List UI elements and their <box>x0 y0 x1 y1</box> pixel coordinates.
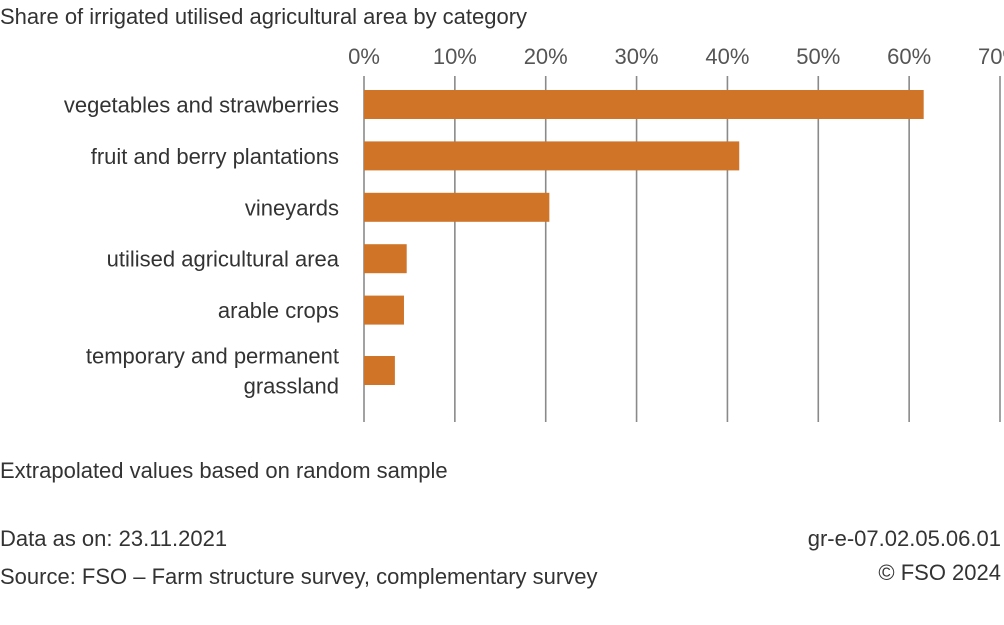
x-tick-label: 20% <box>524 44 568 69</box>
x-tick-label: 10% <box>433 44 477 69</box>
category-label: temporary and permanent grassland <box>86 344 339 399</box>
x-tick-label: 60% <box>887 44 931 69</box>
bar <box>364 192 550 222</box>
copyright: © FSO 2024 <box>878 560 1001 585</box>
category-label: vegetables and strawberries <box>64 93 339 118</box>
graphic-code: gr-e-07.02.05.06.01 <box>807 526 1001 551</box>
x-tick-label: 40% <box>705 44 749 69</box>
bar <box>364 244 407 274</box>
bars <box>364 90 924 385</box>
bar <box>364 295 404 325</box>
data-date: Data as on: 23.11.2021 <box>0 526 228 551</box>
source-text: Source: FSO – Farm structure survey, com… <box>0 564 598 589</box>
category-labels: vegetables and strawberries fruit and ber… <box>64 93 340 399</box>
chart-title: Share of irrigated utilised agricultural… <box>0 4 528 29</box>
bar-chart: 0% 10% 20% 30% 40% 50% 60% 70% vegetables and s… <box>64 44 1004 422</box>
bar <box>364 356 395 385</box>
x-axis-ticks: 0% 10% 20% 30% 40% 50% 60% 70% <box>348 44 1004 69</box>
category-label: fruit and berry plantations <box>91 144 339 169</box>
sample-note: Extrapolated values based on random samp… <box>0 458 448 483</box>
category-label: utilised agricultural area <box>107 247 340 272</box>
x-tick-label: 30% <box>615 44 659 69</box>
bar <box>364 141 740 171</box>
category-label: vineyards <box>245 195 339 220</box>
x-tick-label: 0% <box>348 44 380 69</box>
category-label: arable crops <box>218 298 339 323</box>
gridlines <box>363 76 1001 422</box>
x-tick-label: 70% <box>978 44 1004 69</box>
x-tick-label: 50% <box>796 44 840 69</box>
bar <box>364 90 924 119</box>
